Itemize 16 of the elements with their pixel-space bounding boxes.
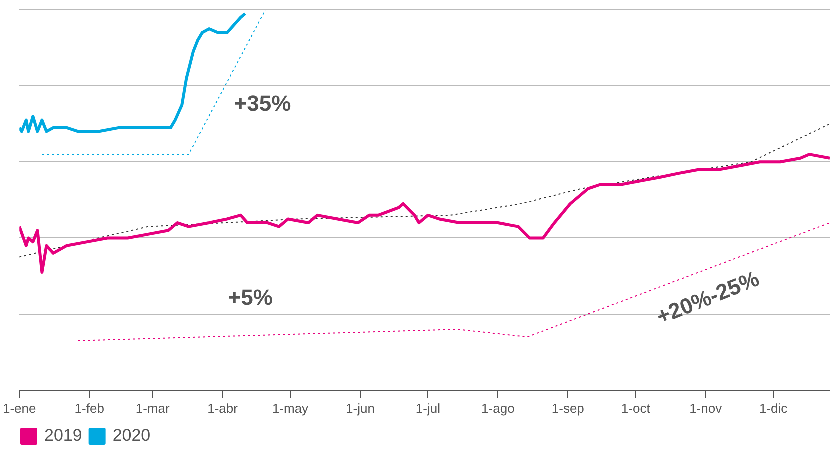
x-tick-label: 1-nov [690,400,723,416]
x-tick-label: 1-oct [621,400,651,416]
x-tick-label: 1-jun [346,400,375,416]
x-tick-label: 1-feb [74,400,104,416]
x-tick-label: 1-may [272,400,310,416]
x-tick-label: 1-ene [3,400,36,416]
x-tick-label: 1-abr [208,400,239,416]
legend-label: 2020 [112,426,151,446]
annotation: +5% [228,285,273,310]
annotation: +35% [234,91,292,116]
x-tick-label: 1-ago [482,400,515,416]
x-tick-label: 1-mar [136,400,170,416]
legend-label: 2019 [44,426,82,446]
x-tick-label: 1-jul [416,400,441,416]
x-tick-label: 1-sep [552,400,584,416]
x-tick-label: 1-dic [759,400,788,416]
